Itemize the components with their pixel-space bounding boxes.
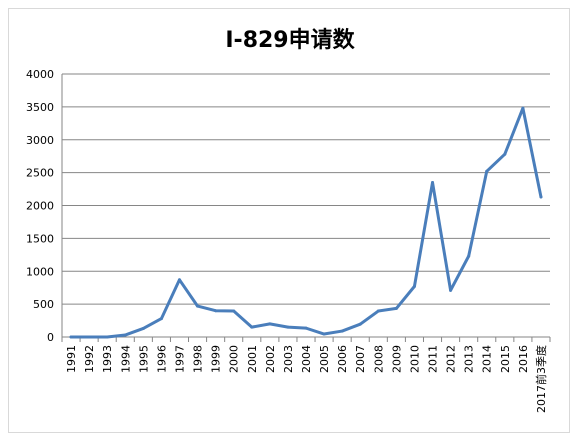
y-tick-label: 3500 (26, 101, 54, 114)
x-tick-label: 2006 (336, 345, 349, 373)
y-axis-ticks: 0 500 1000 1500 2000 2500 3000 3500 4000 (26, 68, 54, 344)
data-point (412, 284, 416, 288)
data-point (394, 306, 398, 310)
x-tick-label: 2001 (246, 345, 259, 373)
data-point (539, 195, 543, 199)
x-tick-label: 2014 (481, 345, 494, 373)
x-tick-label: 2008 (372, 345, 385, 373)
y-tick-label: 2500 (26, 167, 54, 180)
x-tick-label: 1996 (155, 345, 168, 373)
x-tick-label: 1992 (83, 345, 96, 373)
data-point (214, 309, 218, 313)
data-point (340, 329, 344, 333)
data-point (268, 322, 272, 326)
x-tick-label: 2003 (282, 345, 295, 373)
series-group (69, 106, 543, 339)
x-tick-label: 2015 (499, 345, 512, 373)
data-point (196, 304, 200, 308)
data-point (322, 332, 326, 336)
data-point (431, 180, 435, 184)
y-tick-label: 3000 (26, 134, 54, 147)
data-point (250, 325, 254, 329)
y-tick-label: 4000 (26, 68, 54, 81)
x-tick-label: 1995 (137, 345, 150, 373)
x-tick-label: 2002 (264, 345, 277, 373)
x-tick-label: 1991 (65, 345, 78, 373)
y-tick-label: 2000 (26, 200, 54, 213)
data-point (123, 333, 127, 337)
x-tick-label: 2009 (390, 345, 403, 373)
series-line (69, 106, 543, 339)
y-tick-label: 1500 (26, 232, 54, 245)
x-tick-label: 1998 (192, 345, 205, 373)
data-point (485, 169, 489, 173)
chart-title: I-829申请数 (225, 28, 355, 53)
data-point (286, 325, 290, 329)
gridlines (61, 73, 550, 338)
data-point (358, 322, 362, 326)
data-point (141, 326, 145, 330)
data-point (232, 309, 236, 313)
x-axis-ticks: 1991 1992 1993 1994 1995 1996 1997 1998 1999 2000… (61, 337, 551, 413)
x-tick-label: 2005 (318, 345, 331, 373)
x-tick-label: 1994 (119, 345, 132, 373)
x-tick-label: 1993 (101, 345, 114, 373)
x-tick-label: 2013 (463, 345, 476, 373)
data-point (449, 288, 453, 292)
x-tick-label: 2007 (354, 345, 367, 373)
x-tick-label: 2017前3季度 (534, 345, 548, 413)
x-tick-label: 2010 (408, 345, 421, 373)
y-tick-label: 1000 (26, 265, 54, 278)
data-point (159, 317, 163, 321)
data-point (105, 335, 109, 339)
data-point (503, 152, 507, 156)
data-point (376, 309, 380, 313)
data-point (467, 254, 471, 258)
x-tick-label: 2012 (445, 345, 458, 373)
data-point (521, 106, 525, 110)
y-tick-label: 500 (33, 298, 54, 311)
x-tick-label: 1997 (173, 345, 186, 373)
data-point (69, 335, 73, 339)
x-tick-label: 2011 (427, 345, 440, 373)
data-point (87, 335, 91, 339)
data-point (177, 278, 181, 282)
x-tick-label: 2004 (300, 345, 313, 373)
x-tick-label: 1999 (210, 345, 223, 373)
x-tick-label: 2016 (517, 345, 530, 373)
x-tick-label: 2000 (228, 345, 241, 373)
data-point (304, 326, 308, 330)
y-tick-label: 0 (47, 331, 54, 344)
